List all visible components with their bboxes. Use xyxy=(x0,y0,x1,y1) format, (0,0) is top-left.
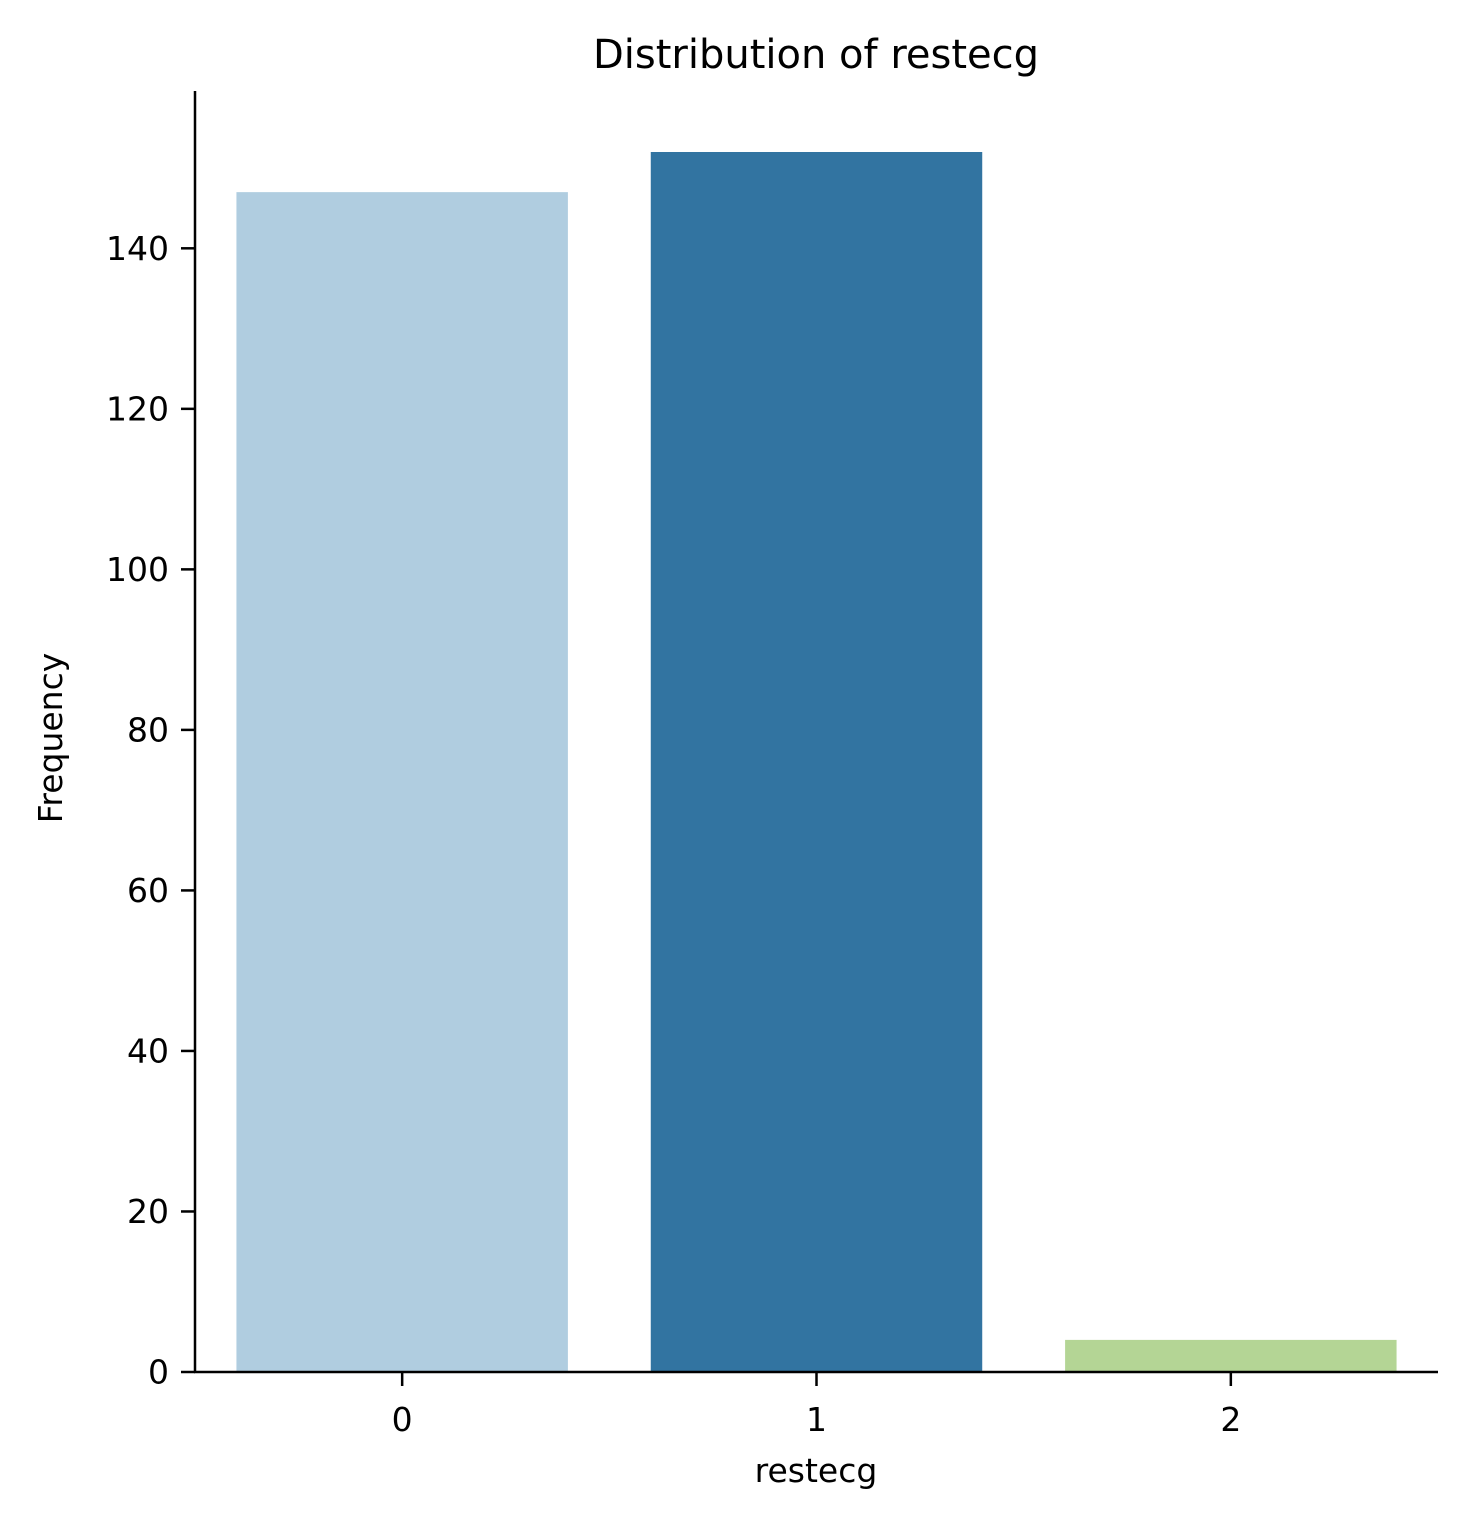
bar-0 xyxy=(236,192,568,1372)
y-ticks-group: 0 20 40 60 80 100 120 140 xyxy=(106,229,195,1392)
y-tick-label: 120 xyxy=(106,389,169,428)
y-tick-label: 60 xyxy=(127,871,169,910)
x-tick-label: 2 xyxy=(1220,1400,1241,1439)
x-tick-label: 1 xyxy=(806,1400,827,1439)
x-axis-label: restecg xyxy=(755,1451,878,1490)
x-ticks-group: 0 1 2 xyxy=(392,1372,1241,1439)
chart-title: Distribution of restecg xyxy=(593,32,1039,78)
y-tick-label: 80 xyxy=(127,710,169,749)
y-tick-label: 140 xyxy=(106,229,169,268)
y-tick-label: 20 xyxy=(127,1192,169,1231)
y-tick-label: 40 xyxy=(127,1031,169,1070)
bars-group xyxy=(236,152,1397,1372)
bar-2 xyxy=(1065,1339,1397,1372)
x-tick-label: 0 xyxy=(392,1400,413,1439)
bar-1 xyxy=(650,152,983,1372)
y-axis-label: Frequency xyxy=(31,653,70,823)
y-tick-label: 0 xyxy=(148,1353,169,1392)
y-tick-label: 100 xyxy=(106,550,169,589)
